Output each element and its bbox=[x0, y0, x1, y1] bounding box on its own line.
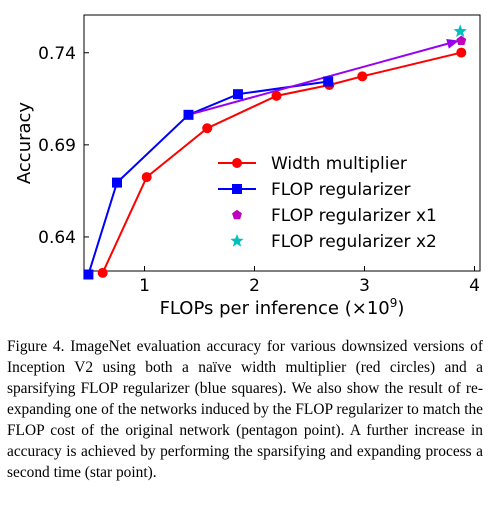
arrow-annotation bbox=[188, 38, 460, 116]
y-axis-label: Accuracy bbox=[14, 102, 35, 185]
arrow-head bbox=[446, 38, 460, 49]
chart: 1 2 3 4 0.64 0.69 0.74 Width multiplier FLOP re… bbox=[14, 14, 481, 319]
flop-regularizer-point bbox=[233, 89, 243, 100]
plot-frame bbox=[83, 14, 481, 272]
width-multiplier-point bbox=[97, 267, 108, 278]
caption-label: Figure 4. bbox=[7, 338, 65, 355]
width-multiplier-point bbox=[456, 47, 467, 58]
x-tick-label: 1 bbox=[139, 276, 150, 296]
flop-regularizer-x2-point bbox=[453, 24, 467, 38]
y-tick-label: 0.64 bbox=[38, 228, 76, 248]
flop-regularizer-point bbox=[112, 177, 122, 188]
legend-width-multiplier-marker bbox=[232, 158, 242, 168]
x-tick-label: 4 bbox=[469, 276, 480, 296]
flop-regularizer-x1-point bbox=[456, 35, 467, 45]
ticks: 1 2 3 4 0.64 0.69 0.74 bbox=[38, 44, 480, 296]
flop-regularizer-point bbox=[323, 76, 334, 87]
chart-svg: 1 2 3 4 0.64 0.69 0.74 Width multiplier FLOP re… bbox=[14, 14, 481, 319]
width-multiplier-point bbox=[141, 172, 152, 183]
x-tick-label: 3 bbox=[359, 276, 370, 296]
width-multiplier-point bbox=[271, 90, 282, 101]
series-markers bbox=[83, 24, 467, 280]
legend-flop-regularizer-x2-marker bbox=[230, 234, 244, 247]
legend-flop-regularizer-label: FLOP regularizer bbox=[271, 180, 411, 200]
flop-regularizer-point bbox=[183, 109, 194, 120]
width-multiplier-point bbox=[357, 71, 368, 82]
legend-flop-regularizer-x1-marker bbox=[232, 209, 242, 220]
x-tick-label: 2 bbox=[249, 276, 260, 296]
figure-caption: Figure 4. ImageNet evaluation accuracy f… bbox=[7, 336, 483, 483]
y-tick-label: 0.74 bbox=[38, 44, 76, 64]
legend-width-multiplier-label: Width multiplier bbox=[271, 154, 407, 174]
legend-flop-regularizer-x1-label: FLOP regularizer x1 bbox=[271, 206, 437, 226]
width-multiplier-point bbox=[202, 123, 213, 134]
x-axis-label: FLOPs per inference (×109) bbox=[160, 296, 405, 319]
flop-regularizer-point bbox=[83, 269, 94, 280]
arrow-shaft bbox=[188, 42, 448, 116]
legend: Width multiplier FLOP regularizer FLOP reg… bbox=[207, 143, 467, 262]
caption-text: ImageNet evaluation accuracy for various… bbox=[7, 338, 484, 481]
legend-flop-regularizer-x2-label: FLOP regularizer x2 bbox=[271, 232, 437, 252]
y-tick-label: 0.69 bbox=[38, 136, 76, 156]
legend-flop-regularizer-marker bbox=[232, 184, 242, 194]
